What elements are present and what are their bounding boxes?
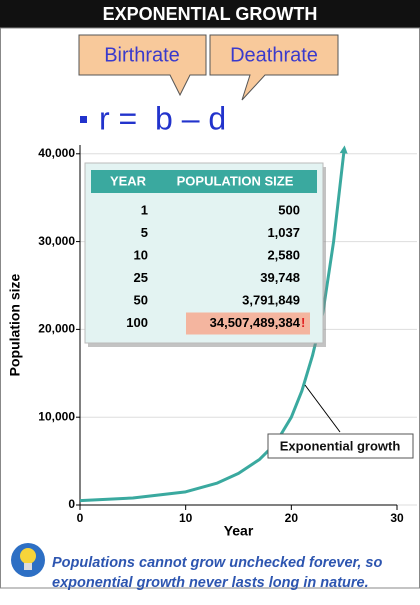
x-tick-label: 30 <box>390 511 404 525</box>
x-axis-label: Year <box>224 523 254 539</box>
table-cell: 10 <box>134 247 148 262</box>
callout-label: Birthrate <box>104 44 180 66</box>
title: EXPONENTIAL GROWTH <box>103 4 318 24</box>
y-tick-label: 30,000 <box>38 234 75 248</box>
y-tick-label: 20,000 <box>38 322 75 336</box>
equation: r = b – d <box>99 100 226 136</box>
table-cell: 25 <box>134 270 148 285</box>
lightbulb-bulb <box>20 548 36 564</box>
annotation-box <box>267 433 414 459</box>
table-cell: 39,748 <box>260 270 300 285</box>
table: YEAR POPULATION SIZE 1 500 5 1,037 10 2,580 25 39… <box>84 162 326 347</box>
note-line: exponential growth never lasts long in n… <box>52 575 369 591</box>
x-tick-label: 0 <box>77 511 84 525</box>
y-tick-label: 40,000 <box>38 146 75 160</box>
highlight <box>186 312 310 335</box>
table-cell: 34,507,489,384 <box>210 315 301 330</box>
y-axis-label: Population size <box>7 273 23 376</box>
table-cell: 5 <box>141 225 148 240</box>
callout-box <box>78 34 207 97</box>
callout-box <box>209 34 339 101</box>
table-header <box>91 170 317 193</box>
title-bar <box>0 0 420 28</box>
table-emphasis: ! <box>301 315 305 330</box>
annotation-pointer <box>304 384 341 433</box>
y-tick-label: 0 <box>68 497 75 511</box>
bullet <box>80 116 87 123</box>
table-cell: 1 <box>141 202 148 217</box>
lightbulb-base <box>24 563 32 570</box>
table-cell: 2,580 <box>267 247 300 262</box>
x-tick-label: 20 <box>285 511 299 525</box>
y-tick-label: 10,000 <box>38 409 75 423</box>
table-column-header: POPULATION SIZE <box>177 173 294 188</box>
table-cell: 500 <box>278 202 300 217</box>
table-cell: 50 <box>134 292 148 307</box>
callout-label: Deathrate <box>230 44 318 66</box>
x-tick-label: 10 <box>179 511 193 525</box>
annotation: Exponential growth <box>280 438 401 453</box>
table-cell: 3,791,849 <box>242 292 300 307</box>
note-line: Populations cannot grow unchecked foreve… <box>52 555 382 571</box>
table-cell: 100 <box>126 315 148 330</box>
table-column-header: YEAR <box>110 173 147 188</box>
table-cell: 1,037 <box>267 225 300 240</box>
